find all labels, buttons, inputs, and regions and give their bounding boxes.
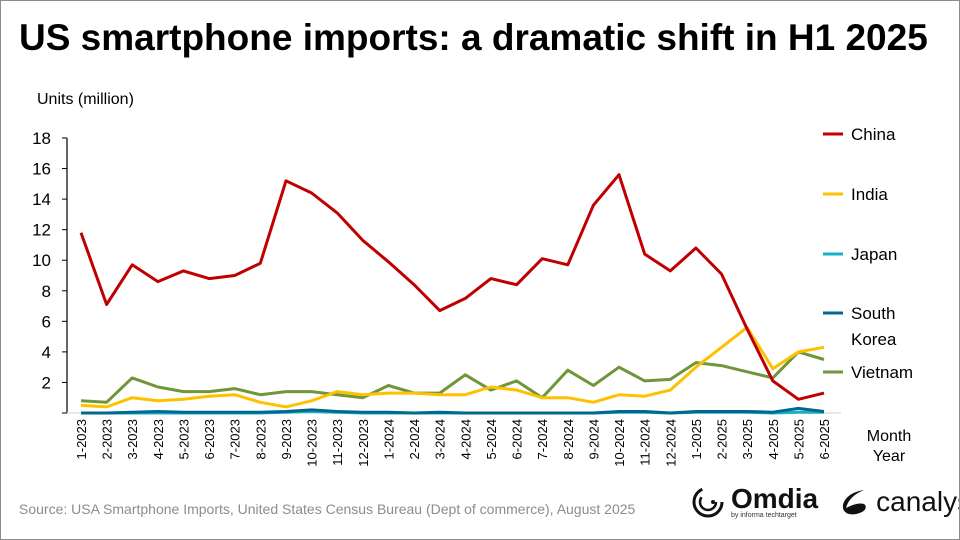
x-tick-label: 7-2024 — [535, 419, 550, 459]
y-tick-label: 2 — [42, 373, 51, 392]
x-tick-label: 5-2024 — [484, 419, 499, 459]
x-tick-label: 6-2023 — [202, 419, 217, 459]
canalys-wordmark: canalys — [876, 486, 959, 517]
x-tick-label: 1-2024 — [381, 419, 396, 459]
legend-label: Japan — [851, 245, 897, 264]
x-tick-label: 8-2023 — [253, 419, 268, 459]
x-tick-label: 3-2024 — [433, 419, 448, 459]
y-tick-label: 6 — [42, 312, 51, 331]
legend-label: Vietnam — [851, 363, 913, 382]
legend-label: Korea — [851, 330, 897, 349]
omdia-tagline: by informa techtarget — [731, 511, 797, 519]
x-axis-label: Month — [867, 428, 911, 445]
y-tick-label: 4 — [42, 343, 51, 362]
x-tick-label: 10-2023 — [305, 419, 320, 467]
chart-title: US smartphone imports: a dramatic shift … — [19, 17, 928, 58]
x-tick-label: 3-2023 — [125, 419, 140, 459]
x-tick-label: 5-2023 — [176, 419, 191, 459]
y-axis-label: Units (million) — [37, 91, 134, 108]
x-tick-label: 4-2023 — [151, 419, 166, 459]
series-line-india — [80, 325, 825, 409]
canalys-logo: canalys — [840, 486, 959, 518]
x-tick-label: 8-2024 — [561, 419, 576, 459]
source-note: Source: USA Smartphone Imports, United S… — [19, 501, 636, 517]
line-chart: 2 4 6 8 10 12 14 16 18 1-2023 2-2023 3-2023 4-2023 5-… — [32, 125, 913, 467]
x-tick-label: 5-2025 — [791, 419, 806, 459]
x-tick-label: 6-2025 — [817, 419, 832, 459]
omdia-wordmark: Omdia — [731, 482, 819, 514]
x-tick-label: 6-2024 — [510, 419, 525, 459]
x-tick-label: 7-2023 — [228, 419, 243, 459]
y-tick-label: 12 — [32, 221, 51, 240]
x-axis-label: Year — [873, 448, 906, 465]
x-tick-label: 3-2025 — [740, 419, 755, 459]
x-tick-label: 12-2024 — [663, 419, 678, 467]
x-tick-label: 4-2025 — [766, 419, 781, 459]
x-tick-label: 11-2023 — [330, 419, 345, 466]
x-tick-label: 2-2025 — [715, 419, 730, 459]
y-tick-label: 16 — [32, 160, 51, 179]
x-tick-label: 11-2024 — [638, 419, 653, 466]
logos: Omdia by informa techtarget canalys — [691, 482, 959, 519]
x-tick-label: 2-2023 — [100, 419, 115, 459]
legend-label: South — [851, 304, 895, 323]
omdia-swirl-icon — [692, 486, 724, 518]
y-tick-label: 10 — [32, 251, 51, 270]
series-line-china — [79, 173, 825, 401]
y-tick-label: 18 — [32, 129, 51, 148]
y-tick-label: 8 — [42, 282, 51, 301]
x-tick-label: 4-2024 — [458, 419, 473, 459]
x-tick-label: 9-2024 — [586, 419, 601, 459]
x-tick-label: 1-2025 — [689, 419, 704, 459]
x-tick-label: 9-2023 — [279, 419, 294, 459]
omdia-logo: Omdia by informa techtarget — [691, 482, 819, 519]
legend-label: China — [851, 125, 896, 144]
y-tick-label: 14 — [32, 190, 51, 209]
x-tick-label: 10-2024 — [612, 419, 627, 467]
canalys-mark-icon — [843, 490, 866, 515]
x-tick-label: 1-2023 — [74, 419, 89, 459]
series-line-south-korea — [81, 406, 825, 415]
x-tick-label: 12-2023 — [356, 419, 371, 467]
legend-label: India — [851, 185, 888, 204]
x-tick-label: 2-2024 — [407, 419, 422, 459]
